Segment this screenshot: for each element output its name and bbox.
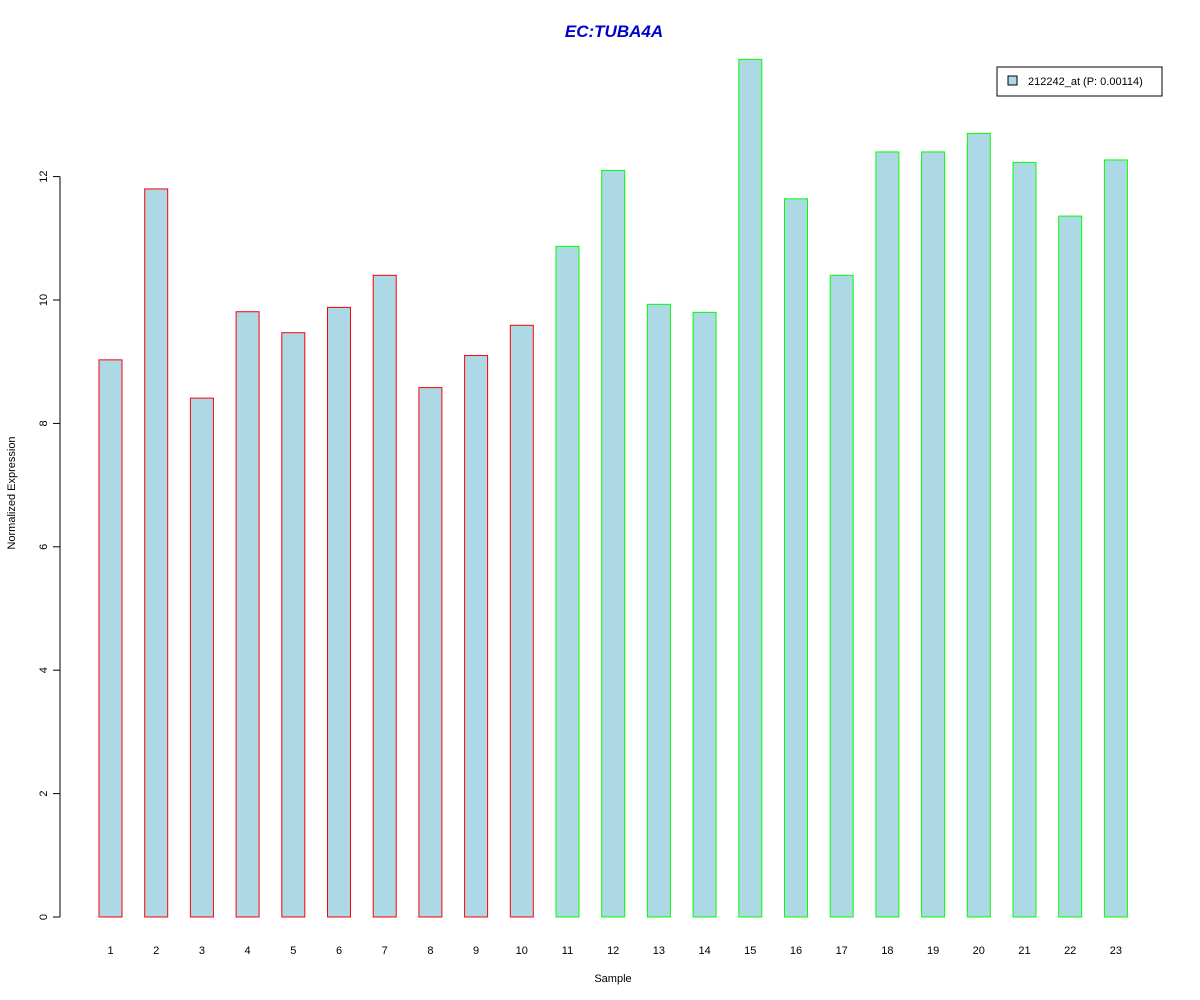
x-axis-label: Sample [594,973,631,985]
x-tick-label: 15 [744,945,756,957]
bar-sample-20 [966,132,991,918]
bar-sample-2 [144,188,169,918]
legend: 212242_at (P: 0.00114) [996,66,1163,97]
y-axis-label: Normalized Expression [6,436,18,549]
x-tick-label: 14 [698,945,710,957]
x-tick-label: 2 [153,945,159,957]
bar-sample-4 [235,311,260,918]
x-tick-label: 10 [516,945,528,957]
bar-sample-13 [646,303,671,918]
bar-sample-15 [738,58,763,918]
x-tick-label: 5 [290,945,296,957]
x-tick-label: 4 [245,945,251,957]
y-tick-label: 6 [38,544,50,550]
x-tick-label: 20 [973,945,985,957]
legend-label: 212242_at (P: 0.00114) [1028,76,1143,88]
x-tick-label: 7 [382,945,388,957]
y-tick-label: 4 [38,667,50,673]
y-tick-label: 2 [38,791,50,797]
x-tick-label: 18 [881,945,893,957]
bar-sample-11 [555,245,580,918]
x-tick-label: 3 [199,945,205,957]
y-tick-label: 8 [38,420,50,426]
bar-sample-10 [509,324,534,918]
x-axis: 1 2 3 4 5 6 7 8 9 10 11 12 13 14 15 16 17 18 19 20 21 22 23 [107,945,1122,957]
bar-sample-1 [98,359,123,918]
bar-sample-5 [281,332,306,918]
x-tick-label: 19 [927,945,939,957]
x-tick-label: 8 [427,945,433,957]
bar-sample-8 [418,387,443,918]
bar-sample-14 [692,311,717,918]
y-tick-label: 0 [38,914,50,920]
legend-box [996,66,1163,97]
bar-sample-3 [189,397,214,918]
x-tick-label: 23 [1110,945,1122,957]
x-tick-label: 21 [1018,945,1030,957]
bar-sample-16 [784,198,808,918]
y-axis: 0 2 4 6 8 10 12 [38,170,61,920]
bar-sample-18 [875,151,900,918]
x-tick-label: 1 [107,945,113,957]
legend-swatch [1007,75,1018,86]
bar-sample-17 [829,274,854,918]
bar-sample-7 [372,274,397,918]
x-tick-label: 16 [790,945,802,957]
x-tick-label: 9 [473,945,479,957]
bar-sample-19 [921,151,946,918]
bar-sample-21 [1012,161,1037,918]
x-tick-label: 11 [562,945,573,957]
bar-group [98,58,1128,918]
y-tick-label: 12 [38,170,50,182]
bar-sample-9 [464,355,489,918]
y-tick-label: 10 [38,294,50,306]
x-tick-label: 22 [1064,945,1076,957]
x-tick-label: 13 [653,945,665,957]
x-tick-label: 6 [336,945,342,957]
x-tick-label: 17 [836,945,848,957]
bar-sample-22 [1058,215,1083,918]
chart-title: EC:TUBA4A [565,22,663,41]
bar-sample-6 [327,306,351,918]
x-tick-label: 12 [607,945,619,957]
bar-sample-23 [1103,159,1128,918]
bar-sample-12 [601,169,626,918]
